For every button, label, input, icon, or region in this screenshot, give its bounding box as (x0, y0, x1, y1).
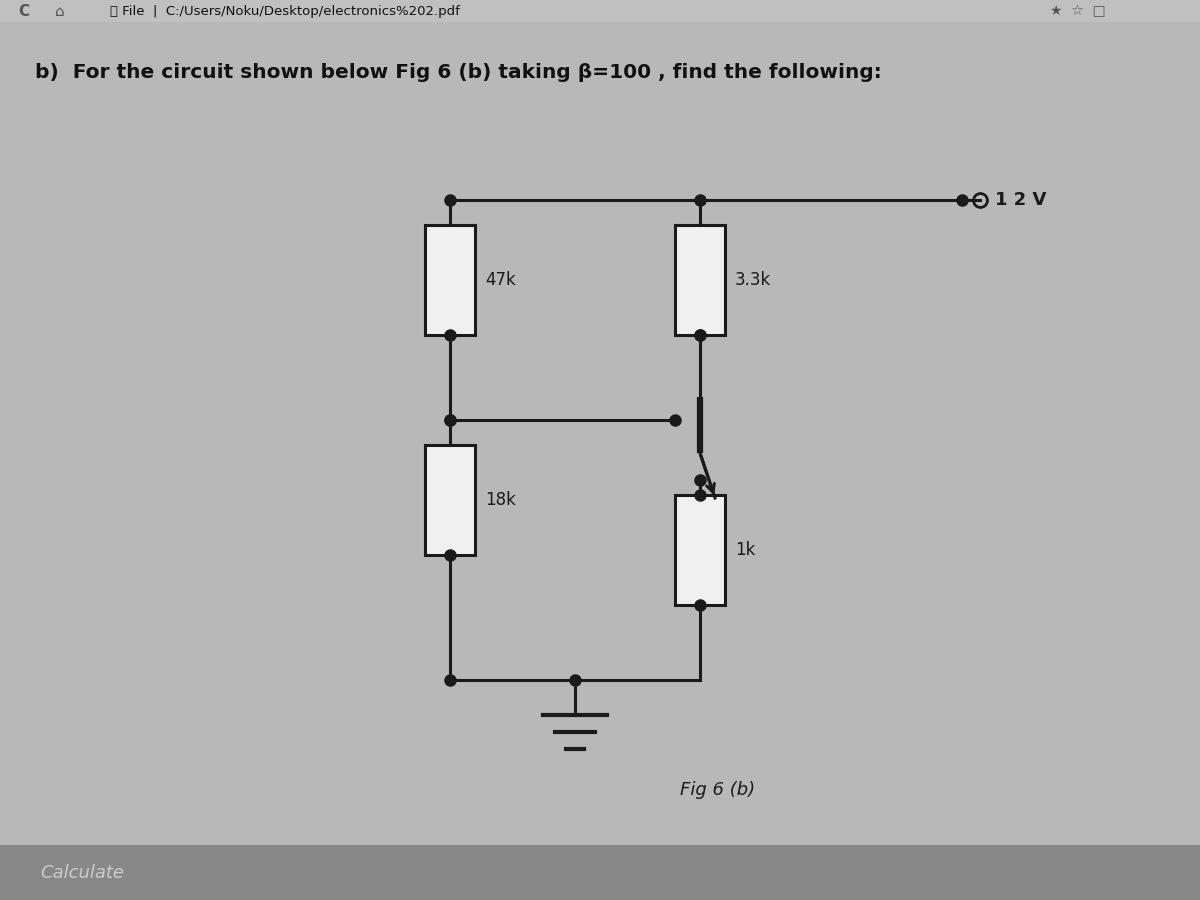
Bar (674, 225, 725, 335)
Bar (425, 445, 475, 555)
Text: 1 2 V: 1 2 V (995, 191, 1046, 209)
Text: C: C (18, 4, 29, 19)
Text: 18k: 18k (485, 491, 516, 509)
Bar (674, 495, 725, 605)
Text: 3.3k: 3.3k (734, 271, 772, 289)
Text: ★  ☆  □: ★ ☆ □ (1050, 4, 1105, 18)
Text: ⓘ File  |  C:/Users/Noku/Desktop/electronics%202.pdf: ⓘ File | C:/Users/Noku/Desktop/electroni… (110, 4, 460, 17)
Bar (0, 0, 1200, 22)
Text: b)  For the circuit shown below Fig 6 (b) taking β=100 , find the following:: b) For the circuit shown below Fig 6 (b)… (35, 62, 882, 82)
Text: 47k: 47k (485, 271, 516, 289)
Text: Calculate: Calculate (40, 864, 124, 882)
Bar (425, 225, 475, 335)
Text: ⌂: ⌂ (55, 4, 65, 19)
Text: Fig 6 (b): Fig 6 (b) (680, 781, 755, 799)
Bar (0, 845, 1200, 900)
Text: 1k: 1k (734, 541, 755, 559)
